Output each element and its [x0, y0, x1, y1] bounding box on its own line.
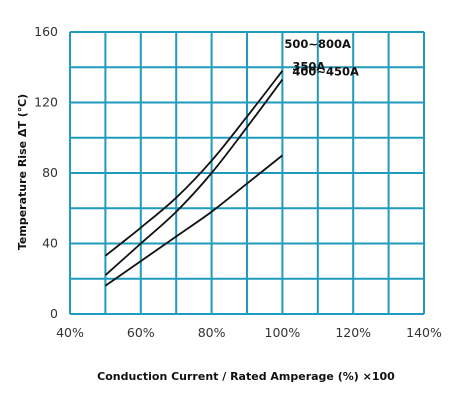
- series-label: 400~450A: [292, 64, 359, 78]
- x-tick-label: 60%: [127, 325, 155, 340]
- x-tick-label: 40%: [56, 325, 84, 340]
- series-label: 500~800A: [284, 37, 351, 51]
- y-tick-label: 160: [34, 24, 58, 39]
- x-axis-ticks: 40% 60% 80% 100% 120% 140%: [56, 325, 442, 340]
- series-lines: [104, 70, 284, 287]
- y-axis-title: Temperature Rise ΔT (℃): [16, 94, 29, 250]
- y-tick-label: 80: [42, 165, 58, 180]
- x-tick-label: 80%: [198, 325, 226, 340]
- series-line: [104, 154, 283, 287]
- series-line: [104, 70, 284, 257]
- y-axis-ticks: 0 40 80 120 160: [34, 24, 58, 321]
- grid-lines: [69, 31, 425, 315]
- y-tick-label: 120: [34, 95, 58, 110]
- y-tick-label: 0: [50, 306, 58, 321]
- y-tick-label: 40: [42, 236, 58, 251]
- x-axis-title: Conduction Current / Rated Amperage (%) …: [97, 370, 395, 383]
- x-tick-label: 140%: [406, 325, 442, 340]
- series-line: [104, 79, 284, 276]
- x-tick-label: 120%: [335, 325, 371, 340]
- series-label: 350A: [292, 60, 325, 74]
- x-tick-label: 100%: [265, 325, 301, 340]
